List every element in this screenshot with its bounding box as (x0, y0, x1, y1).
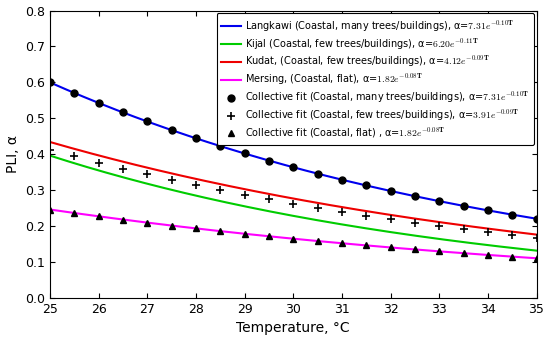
Legend: Langkawi (Coastal, many trees/buildings), α=$\mathbf{7.31\mathit{e}^{-0.10T}}$, : Langkawi (Coastal, many trees/buildings)… (217, 14, 534, 145)
Y-axis label: PLI, α: PLI, α (6, 135, 20, 173)
X-axis label: Temperature, °C: Temperature, °C (236, 322, 350, 336)
